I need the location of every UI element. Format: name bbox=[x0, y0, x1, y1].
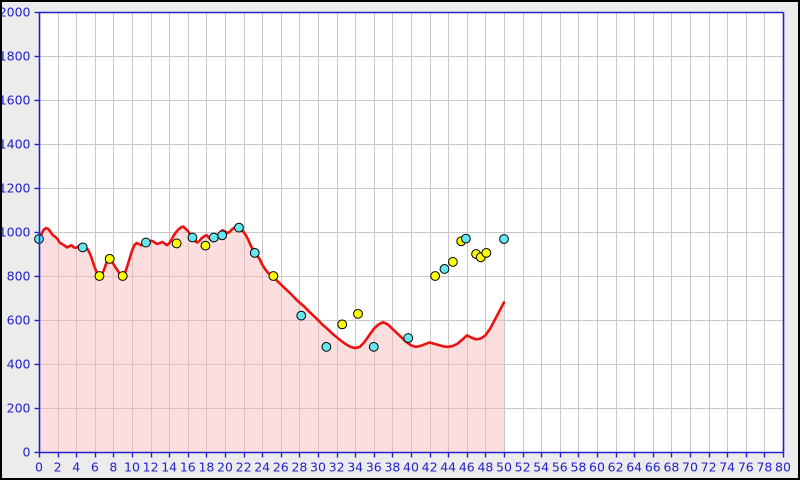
series-markers-group bbox=[34, 222, 509, 352]
data-point-marker-yellow bbox=[117, 271, 128, 281]
x-axis-tick-label: 42 bbox=[422, 460, 438, 475]
x-axis-tick-label: 26 bbox=[273, 460, 289, 475]
data-point-marker-cyan bbox=[296, 310, 307, 321]
x-axis-tick-label: 64 bbox=[626, 460, 642, 475]
data-point-marker-cyan bbox=[217, 230, 228, 241]
x-axis-tick-labels: 0 2 4 6 8 10 12 14 16 18 20 22 24 26 28 30 32 34 36 38 40 42 4… bbox=[35, 460, 791, 475]
y-axis-tick-label: 600 bbox=[7, 313, 31, 328]
y-axis-tick-label: 1200 bbox=[2, 181, 31, 196]
x-axis-tick-label: 66 bbox=[645, 460, 661, 475]
x-axis-tick-label: 74 bbox=[719, 460, 735, 475]
data-point-marker-cyan bbox=[234, 222, 244, 233]
x-axis-tick-label: 6 bbox=[91, 460, 99, 475]
data-point-marker-yellow bbox=[430, 271, 441, 281]
data-point-marker-yellow bbox=[337, 319, 348, 330]
area-fill-path bbox=[39, 226, 504, 452]
x-axis-tick-label: 28 bbox=[291, 460, 307, 475]
data-point-marker-yellow bbox=[171, 238, 182, 249]
x-axis-tick-label: 10 bbox=[124, 460, 140, 475]
data-point-marker-yellow bbox=[447, 257, 458, 267]
x-axis-tick-label: 2 bbox=[54, 460, 62, 475]
x-axis-tick-label: 78 bbox=[756, 460, 772, 475]
data-point-marker-cyan bbox=[187, 232, 198, 243]
x-axis-tick-label: 80 bbox=[775, 460, 791, 475]
data-point-marker-cyan bbox=[403, 333, 414, 343]
data-point-marker-yellow bbox=[104, 253, 115, 264]
x-axis-tick-label: 46 bbox=[459, 460, 475, 475]
x-axis-tick-label: 8 bbox=[109, 460, 117, 475]
x-axis-tick-label: 40 bbox=[403, 460, 419, 475]
data-point-marker-cyan bbox=[368, 341, 379, 352]
data-point-marker-cyan bbox=[439, 264, 450, 274]
y-axis-tick-label: 2000 bbox=[2, 5, 31, 20]
x-axis-tick-label: 44 bbox=[440, 460, 456, 475]
x-axis-tick-label: 36 bbox=[366, 460, 382, 475]
x-axis-tick-label: 52 bbox=[515, 460, 531, 475]
x-axis-tick-label: 18 bbox=[198, 460, 214, 475]
x-axis-tick-label: 0 bbox=[35, 460, 43, 475]
y-axis-tick-label: 1000 bbox=[2, 225, 31, 240]
x-axis-tick-label: 22 bbox=[236, 460, 252, 475]
y-axis-tick-label: 1400 bbox=[2, 137, 31, 152]
x-axis-tick-label: 68 bbox=[663, 460, 679, 475]
x-axis-tick-label: 76 bbox=[738, 460, 754, 475]
data-point-marker-cyan bbox=[141, 237, 151, 248]
data-point-marker-yellow bbox=[481, 248, 492, 258]
x-axis-tick-label: 72 bbox=[701, 460, 717, 475]
y-axis-tick-label: 800 bbox=[7, 269, 31, 284]
x-axis-tick-label: 50 bbox=[496, 460, 512, 475]
y-axis-tick-label: 0 bbox=[23, 445, 31, 460]
axis-ticks-group bbox=[34, 11, 785, 458]
y-axis-tick-labels: 0 200 400 600 800 1000 1200 1400 1600 1800 2000 bbox=[2, 5, 31, 460]
x-axis-tick-label: 30 bbox=[310, 460, 326, 475]
y-axis-tick-label: 1600 bbox=[2, 93, 31, 108]
data-point-marker-cyan bbox=[460, 233, 471, 244]
x-axis-tick-label: 60 bbox=[589, 460, 605, 475]
data-point-marker-yellow bbox=[353, 308, 363, 319]
data-point-marker-yellow bbox=[268, 271, 279, 281]
x-axis-tick-label: 24 bbox=[254, 460, 270, 475]
data-point-marker-yellow bbox=[200, 240, 211, 251]
y-axis-tick-label: 1800 bbox=[2, 49, 31, 64]
x-axis-tick-label: 56 bbox=[552, 460, 568, 475]
x-axis-tick-label: 32 bbox=[329, 460, 345, 475]
data-point-marker-cyan bbox=[77, 242, 88, 253]
y-axis-tick-label: 200 bbox=[7, 401, 31, 416]
data-point-marker-cyan bbox=[249, 248, 260, 258]
series-area-fill bbox=[39, 226, 504, 452]
x-axis-tick-label: 12 bbox=[143, 460, 159, 475]
x-axis-tick-label: 48 bbox=[477, 460, 493, 475]
data-point-marker-yellow bbox=[94, 271, 105, 281]
x-axis-tick-label: 62 bbox=[608, 460, 624, 475]
x-axis-tick-label: 20 bbox=[217, 460, 233, 475]
data-point-marker-cyan bbox=[208, 232, 219, 243]
data-point-marker-cyan bbox=[499, 234, 509, 244]
x-axis-tick-label: 34 bbox=[347, 460, 363, 475]
x-axis-tick-label: 38 bbox=[384, 460, 400, 475]
x-axis-tick-label: 58 bbox=[570, 460, 586, 475]
y-axis-tick-label: 400 bbox=[7, 357, 31, 372]
x-axis-tick-label: 4 bbox=[72, 460, 80, 475]
x-axis-tick-label: 16 bbox=[180, 460, 196, 475]
data-point-marker-cyan bbox=[321, 341, 332, 352]
x-axis-tick-label: 14 bbox=[161, 460, 177, 475]
x-axis-tick-label: 54 bbox=[533, 460, 549, 475]
x-axis-tick-label: 70 bbox=[682, 460, 698, 475]
